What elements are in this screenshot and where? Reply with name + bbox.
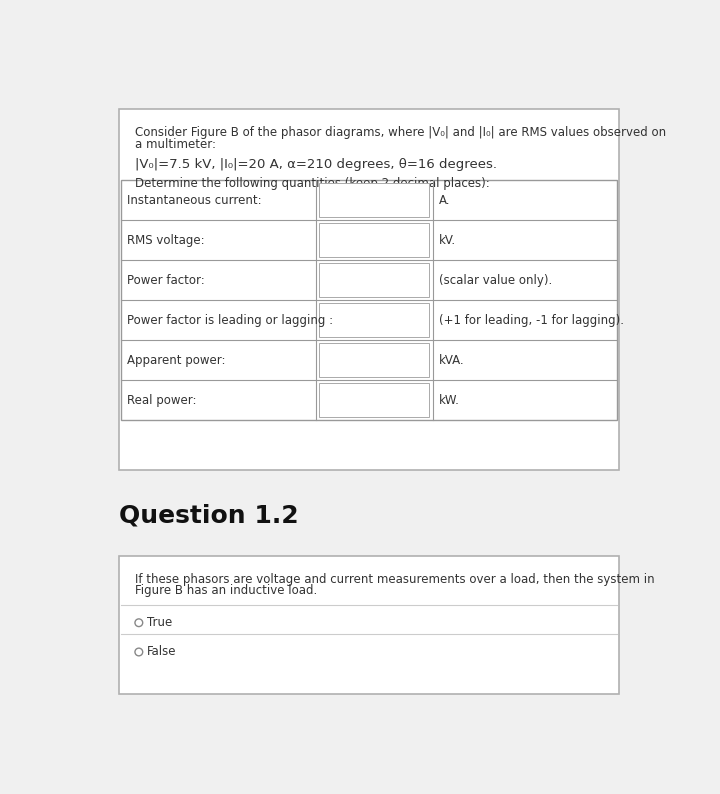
Text: True: True	[148, 616, 173, 629]
Text: Apparent power:: Apparent power:	[127, 353, 225, 367]
Text: Instantaneous current:: Instantaneous current:	[127, 194, 262, 206]
Text: Determine the following quantities (keep 2 decimal places):: Determine the following quantities (keep…	[135, 177, 490, 190]
Text: If these phasors are voltage and current measurements over a load, then the syst: If these phasors are voltage and current…	[135, 572, 654, 586]
Bar	[320, 263, 429, 297]
Text: a multimeter:: a multimeter:	[135, 137, 216, 151]
Bar	[120, 109, 618, 469]
Text: |V₀|=7.5 kV, |I₀|=20 A, α=210 degrees, θ=16 degrees.: |V₀|=7.5 kV, |I₀|=20 A, α=210 degrees, θ…	[135, 159, 497, 172]
Text: kV.: kV.	[438, 233, 456, 247]
Bar	[320, 343, 429, 377]
Text: kW.: kW.	[438, 394, 459, 407]
Bar	[320, 303, 429, 337]
Bar	[120, 556, 618, 694]
Text: Power factor:: Power factor:	[127, 274, 205, 287]
Bar	[320, 384, 429, 417]
Bar	[320, 223, 429, 257]
Text: Power factor is leading or lagging :: Power factor is leading or lagging :	[127, 314, 333, 326]
Text: RMS voltage:: RMS voltage:	[127, 233, 204, 247]
Text: (scalar value only).: (scalar value only).	[438, 274, 552, 287]
Text: False: False	[148, 646, 177, 658]
Text: Consider Figure B of the phasor diagrams, where |V₀| and |I₀| are RMS values obs: Consider Figure B of the phasor diagrams…	[135, 126, 666, 139]
Bar	[121, 180, 617, 420]
Text: kVA.: kVA.	[438, 353, 464, 367]
Text: Figure B has an inductive load.: Figure B has an inductive load.	[135, 584, 318, 597]
Text: (+1 for leading, -1 for lagging).: (+1 for leading, -1 for lagging).	[438, 314, 624, 326]
Text: Real power:: Real power:	[127, 394, 197, 407]
Text: Question 1.2: Question 1.2	[120, 503, 299, 527]
Bar	[320, 183, 429, 217]
Text: A.: A.	[438, 194, 450, 206]
